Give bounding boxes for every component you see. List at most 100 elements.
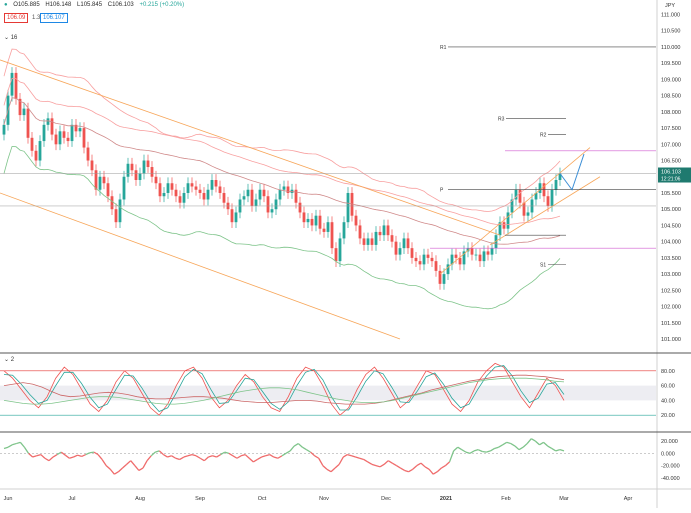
momentum-segment [126, 460, 132, 465]
candle-body [210, 180, 214, 190]
candle-body [150, 167, 154, 177]
momentum-segment [498, 444, 504, 448]
candle-body [34, 150, 38, 161]
candle-body [550, 189, 554, 206]
candle-body [410, 248, 414, 258]
momentum-segment [408, 468, 414, 473]
rising-channel-upper [439, 147, 591, 275]
momentum-segment [179, 456, 185, 461]
pivot-level-label: R3 [498, 116, 505, 122]
y-tick-label: 101.500 [661, 321, 681, 327]
x-tick-label: Jun [4, 496, 13, 502]
momentum-segment [347, 453, 352, 457]
candle-body [434, 261, 438, 271]
momentum-segment [289, 445, 295, 452]
momentum-segment [314, 455, 320, 459]
x-tick-label: Jul [68, 496, 75, 502]
candle-body [254, 199, 258, 206]
momentum-segment [302, 446, 307, 451]
momentum-segment [195, 455, 201, 459]
y-tick-label: 102.000 [661, 305, 681, 311]
momentum-segment [387, 460, 393, 464]
momentum-segment [16, 441, 21, 445]
candle-body [266, 196, 270, 213]
momentum-segment [248, 457, 254, 463]
stoch-indicator-value: 2 [10, 357, 15, 363]
momentum-segment [150, 451, 156, 457]
y-tick-label: 110.000 [661, 45, 680, 51]
status-dot-icon: ● [4, 2, 8, 8]
candle-body [378, 231, 382, 236]
momentum-segment [97, 454, 103, 460]
candle-body [10, 72, 14, 96]
candle-body [230, 209, 234, 223]
momentum-segment [244, 454, 250, 459]
candle-body [162, 192, 166, 197]
momentum-segment [220, 451, 226, 456]
candle-body [242, 196, 246, 200]
momentum-segment [465, 451, 471, 454]
spread-value: 1.3 [32, 15, 41, 21]
candle-body [458, 257, 462, 265]
candle-body [234, 212, 238, 223]
main-indicator-label[interactable]: ⌄ 16 [4, 34, 17, 41]
momentum-segment [530, 438, 536, 442]
collapse-icon: ⌄ [4, 35, 10, 41]
stoch-indicator-label[interactable]: ⌄ 2 [4, 356, 14, 363]
candle-body [258, 189, 262, 200]
momentum-segment [273, 456, 279, 459]
momentum-segment [7, 444, 13, 448]
momentum-segment [281, 452, 287, 457]
y-tick-label: 109.500 [661, 61, 681, 67]
candle-body [42, 124, 46, 142]
candle-body [294, 189, 298, 203]
momentum-y-tick-label: 0.000 [661, 451, 675, 457]
buy-button[interactable]: 106.107 [40, 13, 68, 23]
candle-body [270, 209, 274, 213]
momentum-segment [118, 467, 123, 473]
momentum-segment [109, 468, 115, 475]
candle-body [302, 212, 306, 223]
momentum-segment [269, 454, 275, 458]
y-tick-label: 107.500 [661, 126, 681, 132]
candle-body [18, 98, 22, 116]
momentum-segment [163, 454, 168, 458]
y-tick-label: 108.500 [661, 94, 681, 100]
momentum-segment [359, 457, 364, 461]
y-tick-label: 107.000 [661, 142, 681, 148]
momentum-segment [146, 455, 152, 462]
candle-body [98, 176, 102, 190]
candle-body [502, 222, 506, 229]
candle-body [298, 202, 302, 213]
y-tick-label: 106.500 [661, 159, 681, 165]
momentum-segment [494, 446, 499, 450]
momentum-segment [322, 465, 328, 470]
momentum-segment [240, 453, 246, 457]
momentum-segment [400, 467, 405, 472]
momentum-segment [114, 471, 119, 475]
candle-body [334, 248, 338, 262]
y-tick-label: 104.000 [661, 240, 681, 246]
momentum-segment [56, 451, 62, 456]
candle-body [22, 108, 26, 116]
candle-body [394, 241, 398, 255]
candle-body [474, 254, 478, 256]
candle-body [522, 202, 526, 216]
momentum-segment [539, 441, 544, 446]
sell-button[interactable]: 106.09 [4, 13, 29, 23]
momentum-segment [436, 467, 442, 473]
candle-body [506, 212, 510, 229]
candle-body [454, 254, 458, 258]
candle-body [222, 192, 226, 203]
candle-body [194, 186, 198, 190]
candle-body [338, 238, 342, 262]
momentum-segment [510, 443, 516, 447]
stoch-y-tick-label: 20.00 [661, 413, 675, 419]
momentum-segment [73, 454, 78, 458]
countdown-label: 12:21:06 [661, 177, 681, 183]
upper-band-line [3, 48, 561, 212]
x-tick-label: Apr [624, 496, 633, 502]
currency-label: JPY [665, 3, 675, 9]
candle-body [202, 192, 206, 200]
